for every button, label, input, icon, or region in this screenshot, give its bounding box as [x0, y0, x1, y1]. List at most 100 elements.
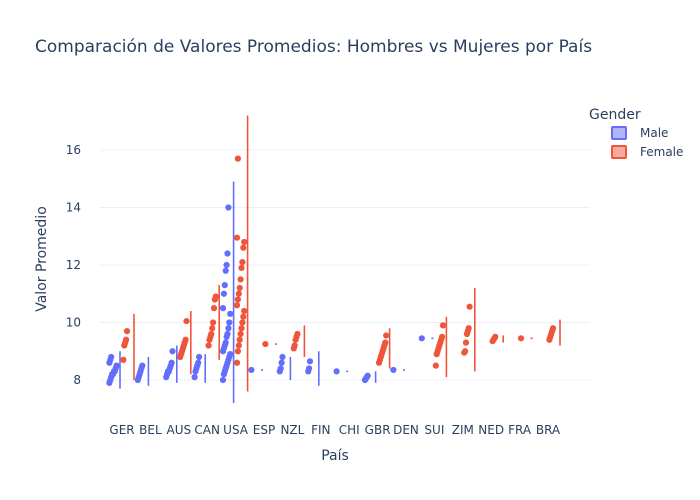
point-male-nzl — [277, 365, 284, 372]
point-female-can — [209, 325, 216, 332]
point-male-usa — [220, 290, 227, 297]
x-tick-ned: NED — [478, 423, 504, 437]
point-female-sui — [432, 362, 439, 369]
point-male-bel — [139, 362, 146, 369]
point-male-gbr — [364, 372, 371, 379]
y-tick-12: 12 — [66, 258, 81, 272]
point-female-usa — [240, 313, 247, 320]
point-female-can — [208, 330, 215, 338]
point-male-chi — [333, 368, 340, 375]
point-female-bra — [549, 325, 557, 332]
point-male-den — [390, 366, 397, 374]
point-female-zim — [465, 325, 472, 332]
point-male-nzl — [278, 359, 285, 366]
point-female-zim — [462, 348, 469, 355]
point-female-usa — [233, 359, 241, 366]
series-male — [106, 181, 434, 403]
point-female-usa — [233, 302, 241, 309]
point-male-usa — [219, 305, 227, 312]
point-female-zim — [462, 339, 470, 346]
x-tick-zim: ZIM — [452, 423, 474, 437]
point-female-ned — [492, 333, 499, 340]
point-male-ger — [113, 362, 120, 369]
legend-swatch-male[interactable] — [611, 126, 627, 140]
point-male-sui — [418, 335, 425, 342]
point-female-can — [205, 342, 212, 349]
grid-lines — [100, 149, 590, 381]
point-female-usa — [241, 307, 248, 315]
x-tick-fra: FRA — [508, 423, 532, 437]
point-female-can — [210, 319, 217, 326]
legend-label-female[interactable]: Female — [640, 145, 683, 159]
x-tick-chi: CHI — [339, 423, 360, 437]
x-tick-sui: SUI — [424, 423, 444, 437]
point-male-usa — [227, 310, 234, 317]
point-female-gbr — [383, 332, 390, 339]
point-female-usa — [241, 238, 248, 246]
x-tick-nzl: NZL — [280, 423, 304, 437]
point-female-usa — [234, 155, 241, 162]
point-male-usa — [221, 282, 228, 289]
point-female-nzl — [294, 330, 301, 338]
y-tick-10: 10 — [66, 316, 81, 330]
point-male-can — [195, 359, 202, 366]
point-male-aus — [168, 359, 175, 366]
y-tick-16: 16 — [66, 143, 81, 157]
point-male-fin — [306, 365, 313, 372]
point-female-nzl — [291, 342, 298, 349]
x-tick-gbr: GBR — [365, 423, 391, 437]
point-female-usa — [236, 336, 243, 343]
point-female-usa — [236, 284, 243, 292]
point-male-usa — [227, 351, 234, 358]
point-female-usa — [235, 290, 242, 297]
point-male-ger — [108, 353, 115, 361]
point-male-usa — [225, 204, 232, 211]
x-tick-can: CAN — [194, 423, 220, 437]
legend: Gender Male Female — [589, 107, 683, 159]
chart-title: Comparación de Valores Promedios: Hombre… — [35, 37, 592, 57]
point-female-can — [210, 305, 218, 312]
point-male-usa — [223, 261, 230, 269]
y-tick-14: 14 — [66, 201, 81, 215]
point-female-usa — [238, 264, 245, 271]
point-female-usa — [239, 319, 246, 326]
point-female-ger — [123, 328, 131, 335]
x-tick-fin: FIN — [311, 423, 330, 437]
series-female — [120, 115, 561, 392]
point-female-usa — [234, 296, 241, 303]
x-tick-bel: BEL — [139, 423, 162, 437]
y-axis-title: Valor Promedio — [34, 206, 50, 312]
point-male-usa — [224, 250, 231, 257]
point-female-usa — [237, 276, 244, 283]
x-axis-title: País — [321, 448, 349, 464]
point-male-aus — [169, 348, 176, 355]
legend-title: Gender — [589, 107, 641, 123]
legend-swatch-female[interactable] — [611, 145, 627, 159]
point-male-can — [191, 374, 198, 381]
point-male-usa — [226, 319, 233, 326]
point-male-usa — [225, 325, 232, 332]
x-tick-usa: USA — [223, 423, 249, 437]
point-male-usa — [219, 376, 227, 384]
point-female-usa — [239, 259, 246, 266]
point-female-ger — [120, 356, 127, 363]
point-female-fra — [517, 335, 525, 342]
point-female-sui — [439, 333, 446, 340]
data-marks — [106, 115, 561, 403]
point-female-zim — [466, 303, 473, 310]
x-tick-ger: GER — [109, 423, 134, 437]
point-male-can — [196, 353, 203, 361]
point-female-usa — [235, 342, 242, 349]
point-female-ger — [123, 336, 130, 343]
x-tick-aus: AUS — [166, 423, 191, 437]
x-tick-labels: GER BEL AUS CAN USA ESP NZL FIN CHI GBR DEN SUI ZIM N… — [109, 423, 561, 437]
point-male-usa — [222, 339, 229, 346]
legend-label-male[interactable]: Male — [640, 126, 668, 140]
point-female-esp — [262, 340, 269, 348]
y-tick-labels: 8 10 12 14 16 — [66, 143, 81, 387]
point-female-usa — [237, 330, 244, 338]
point-male-fin — [306, 358, 314, 365]
point-female-sui — [439, 322, 447, 329]
point-female-can — [212, 293, 219, 300]
x-tick-esp: ESP — [253, 423, 275, 437]
